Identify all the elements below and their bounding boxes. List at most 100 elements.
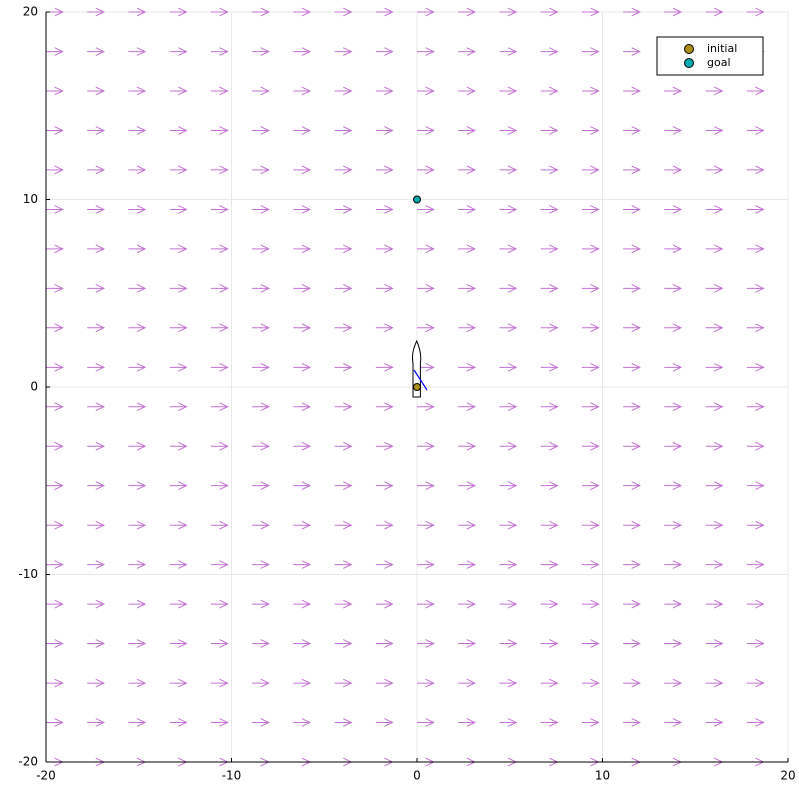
legend-marker — [684, 44, 694, 54]
arrow — [252, 244, 270, 254]
arrow — [128, 126, 147, 135]
arrow — [334, 284, 353, 293]
arrow — [458, 362, 477, 372]
arrow — [169, 7, 188, 17]
arrow — [128, 402, 147, 412]
arrow — [128, 323, 147, 333]
arrow — [499, 323, 518, 333]
arrow — [252, 560, 270, 569]
arrow — [375, 126, 394, 135]
arrow — [540, 520, 559, 530]
arrow — [705, 86, 724, 96]
arrow — [293, 126, 312, 135]
arrow — [252, 441, 270, 451]
arrow — [746, 126, 765, 135]
arrow — [46, 126, 64, 135]
arrow — [499, 441, 518, 451]
arrow — [169, 47, 188, 56]
arrow — [458, 86, 477, 96]
x-tick-label: 20 — [780, 769, 795, 783]
arrow — [499, 205, 518, 214]
arrow — [334, 323, 353, 333]
arrow — [169, 402, 188, 412]
arrow — [540, 165, 559, 175]
arrow — [46, 520, 64, 530]
arrow — [581, 205, 600, 214]
arrow — [46, 718, 64, 727]
arrow — [293, 165, 312, 175]
arrow — [128, 678, 147, 688]
arrow — [334, 205, 353, 214]
y-tick-label: 10 — [23, 192, 38, 206]
arrow — [252, 205, 270, 214]
arrow — [293, 244, 312, 254]
arrow — [334, 678, 353, 688]
arrow — [458, 520, 477, 530]
arrow — [499, 718, 518, 727]
arrow — [210, 86, 229, 96]
arrow — [46, 678, 64, 688]
arrow — [252, 126, 270, 135]
arrow — [87, 7, 106, 17]
arrow — [87, 441, 106, 451]
arrow — [334, 86, 353, 96]
arrow — [705, 323, 724, 333]
arrow — [128, 718, 147, 727]
arrow — [581, 7, 600, 17]
arrow — [293, 520, 312, 530]
arrow — [664, 441, 683, 451]
arrow — [581, 639, 600, 648]
arrow — [210, 718, 229, 727]
legend-label: goal — [707, 56, 731, 69]
arrow — [705, 7, 724, 17]
arrow — [252, 86, 270, 96]
arrow — [540, 126, 559, 135]
arrow — [664, 402, 683, 412]
arrow — [252, 165, 270, 175]
arrow — [169, 244, 188, 254]
legend-box — [656, 36, 764, 76]
arrow — [210, 244, 229, 254]
arrow — [664, 718, 683, 727]
arrow — [128, 520, 147, 530]
arrow — [46, 165, 64, 175]
arrow — [746, 86, 765, 96]
arrow — [623, 126, 641, 135]
arrow — [210, 402, 229, 412]
arrow — [623, 441, 641, 451]
arrow — [623, 678, 641, 688]
arrow — [128, 165, 147, 175]
arrow — [293, 639, 312, 648]
arrow — [417, 678, 435, 688]
arrow — [746, 639, 765, 648]
arrow — [293, 481, 312, 490]
arrow — [581, 678, 600, 688]
arrow — [128, 560, 147, 569]
arrow — [169, 599, 188, 609]
arrow — [169, 205, 188, 214]
arrow — [375, 678, 394, 688]
arrow — [458, 126, 477, 135]
arrow — [664, 520, 683, 530]
arrow — [169, 639, 188, 648]
arrow — [375, 718, 394, 727]
arrow — [540, 441, 559, 451]
arrow — [581, 599, 600, 609]
arrow — [458, 718, 477, 727]
arrow — [458, 599, 477, 609]
arrow — [746, 284, 765, 293]
arrow — [128, 86, 147, 96]
arrow — [417, 560, 435, 569]
arrow — [252, 323, 270, 333]
arrow — [128, 284, 147, 293]
arrow — [87, 481, 106, 490]
arrow — [458, 323, 477, 333]
arrow — [46, 560, 64, 569]
arrow — [664, 481, 683, 490]
legend-marker — [684, 58, 694, 68]
arrow — [293, 86, 312, 96]
arrow — [87, 678, 106, 688]
arrow — [458, 481, 477, 490]
arrow — [87, 520, 106, 530]
